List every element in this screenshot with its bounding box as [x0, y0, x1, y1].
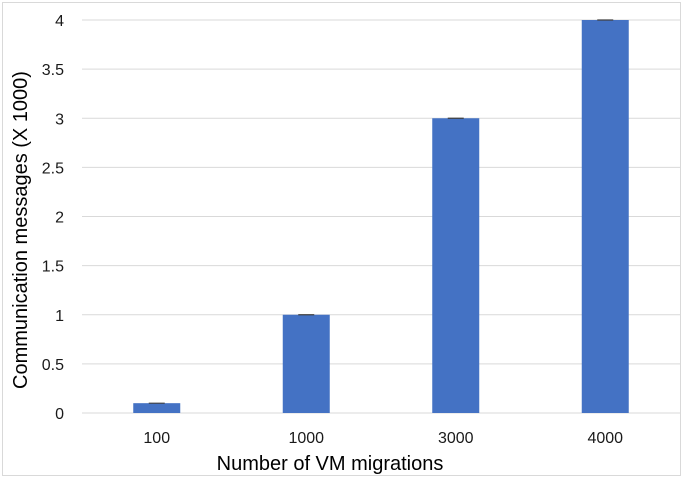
x-tick-label: 100: [143, 430, 170, 447]
bar-1000: [282, 314, 330, 413]
bars: [133, 19, 629, 413]
y-tick-label: 2: [55, 210, 64, 227]
y-tick-label: 4: [55, 13, 64, 30]
y-tick-label: 0.5: [42, 357, 64, 374]
y-tick-label: 1.5: [42, 259, 64, 276]
bar-100: [133, 403, 181, 413]
y-axis-title: Communication messages (X 1000): [10, 71, 32, 389]
y-tick-label: 0: [55, 406, 64, 423]
y-tick-label: 3.5: [42, 62, 64, 79]
x-tick-label: 4000: [587, 430, 623, 447]
x-axis-ticks: 100 1000 3000 4000: [143, 430, 623, 447]
gridlines: [82, 19, 680, 414]
x-axis-title: Number of VM migrations: [217, 453, 444, 475]
x-tick-label: 1000: [288, 430, 324, 447]
y-tick-label: 1: [55, 308, 64, 325]
bar-4000: [581, 20, 629, 413]
bar-3000: [432, 118, 480, 413]
x-tick-label: 3000: [438, 430, 474, 447]
chart-frame: [2, 2, 681, 476]
y-tick-label: 3: [55, 111, 64, 128]
y-axis-ticks: 0 0.5 1 1.5 2 2.5 3 3.5 4: [42, 13, 64, 423]
y-tick-label: 2.5: [42, 160, 64, 177]
